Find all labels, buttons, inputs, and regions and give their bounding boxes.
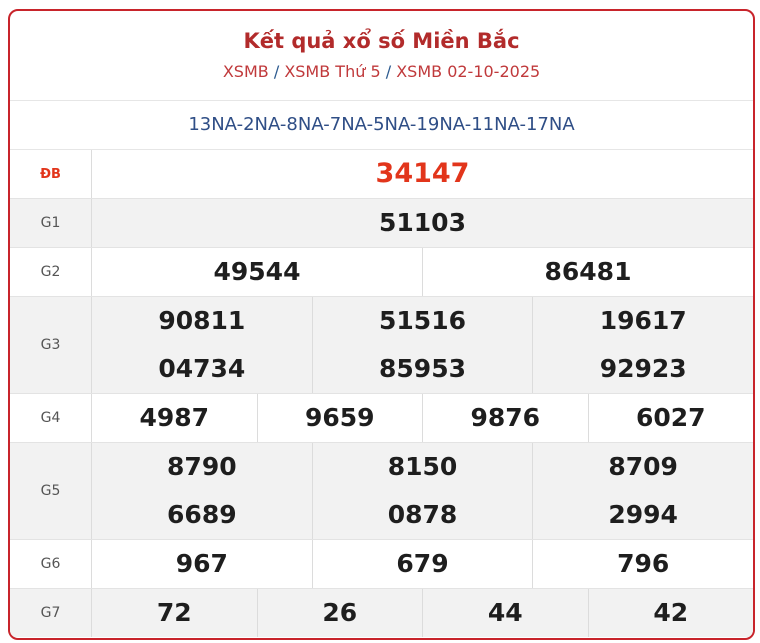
prize-row-g5: G5 8790 6689 8150 0878 8709 2994 <box>10 443 753 540</box>
prize-cell: 51103 <box>92 199 753 247</box>
prize-number: 8790 <box>167 452 237 481</box>
breadcrumb-xsmb-thu5[interactable]: XSMB Thứ 5 <box>284 62 381 81</box>
prize-number: 51516 <box>379 306 466 335</box>
prize-number: 51103 <box>379 208 466 237</box>
prize-number: 796 <box>617 549 670 578</box>
prize-number: 9659 <box>304 403 375 432</box>
prize-label: G1 <box>10 199 92 247</box>
prize-row-g6: G6 967 679 796 <box>10 540 753 589</box>
breadcrumb: XSMB / XSMB Thứ 5 / XSMB 02-10-2025 <box>10 62 753 81</box>
prize-numbers: 49544 86481 <box>92 248 753 296</box>
prize-numbers: 72 26 44 42 <box>92 589 753 637</box>
prize-cell: 967 <box>92 540 312 588</box>
prize-cell: 8150 0878 <box>311 443 533 539</box>
breadcrumb-separator: / <box>273 62 280 81</box>
prize-number: 42 <box>653 598 689 627</box>
prize-number: 72 <box>156 598 192 627</box>
prize-label: G5 <box>10 443 92 539</box>
prize-cell: 34147 <box>92 150 753 198</box>
breadcrumb-xsmb[interactable]: XSMB <box>222 62 269 81</box>
prize-number: 34147 <box>375 158 470 189</box>
prize-row-g7: G7 72 26 44 42 <box>10 589 753 637</box>
prize-number: 92923 <box>599 354 687 383</box>
prize-cell: 9876 <box>422 394 588 442</box>
prize-number: 6689 <box>167 500 237 529</box>
prize-numbers: 967 679 796 <box>92 540 753 588</box>
prize-number: 6027 <box>635 403 706 432</box>
prize-numbers: 90811 04734 51516 85953 19617 92923 <box>92 297 753 393</box>
prize-cell: 72 <box>92 589 257 637</box>
prize-cell: 51516 85953 <box>311 297 533 393</box>
prize-number: 8709 <box>608 452 678 481</box>
breadcrumb-date[interactable]: XSMB 02-10-2025 <box>396 62 541 81</box>
prize-number: 9876 <box>470 403 541 432</box>
prize-label: G4 <box>10 394 92 442</box>
prize-row-g4: G4 4987 9659 9876 6027 <box>10 394 753 443</box>
prize-numbers: 4987 9659 9876 6027 <box>92 394 753 442</box>
prize-numbers: 8790 6689 8150 0878 8709 2994 <box>92 443 753 539</box>
card-header: Kết quả xổ số Miền Bắc XSMB / XSMB Thứ 5… <box>10 11 753 101</box>
prize-row-g2: G2 49544 86481 <box>10 248 753 297</box>
prize-row-g3: G3 90811 04734 51516 85953 19617 92923 <box>10 297 753 394</box>
prize-label: ĐB <box>10 150 92 198</box>
prize-number: 85953 <box>379 354 466 383</box>
prize-cell: 86481 <box>422 248 753 296</box>
prize-number: 44 <box>487 598 523 627</box>
prize-number: 8150 <box>387 452 458 481</box>
prize-label: G3 <box>10 297 92 393</box>
prize-number: 49544 <box>213 257 301 286</box>
prize-cell: 9659 <box>256 394 423 442</box>
prize-number: 86481 <box>544 257 632 286</box>
prize-number: 679 <box>396 549 449 578</box>
results-table: ĐB 34147 G1 51103 G2 49544 86481 G3 90811 04734 51… <box>10 150 753 637</box>
prize-cell: 19617 92923 <box>532 297 753 393</box>
breadcrumb-separator: / <box>385 62 392 81</box>
prize-label: G2 <box>10 248 92 296</box>
prize-cell: 679 <box>311 540 533 588</box>
prize-cell: 90811 04734 <box>92 297 312 393</box>
prize-number: 4987 <box>139 403 210 432</box>
prize-cell: 26 <box>256 589 423 637</box>
prize-cell: 44 <box>422 589 588 637</box>
prize-cell: 8709 2994 <box>532 443 753 539</box>
results-card: Kết quả xổ số Miền Bắc XSMB / XSMB Thứ 5… <box>8 9 755 640</box>
prize-number: 04734 <box>158 354 246 383</box>
prize-cell: 6027 <box>587 394 754 442</box>
prize-label: G7 <box>10 589 92 637</box>
prize-row-g1: G1 51103 <box>10 199 753 248</box>
prize-numbers: 51103 <box>92 199 753 247</box>
prize-label: G6 <box>10 540 92 588</box>
prize-row-đb: ĐB 34147 <box>10 150 753 199</box>
prize-cell: 4987 <box>92 394 257 442</box>
special-codes: 13NA-2NA-8NA-7NA-5NA-19NA-11NA-17NA <box>10 101 753 150</box>
prize-number: 19617 <box>599 306 687 335</box>
prize-cell: 42 <box>587 589 754 637</box>
page-title: Kết quả xổ số Miền Bắc <box>243 29 520 53</box>
prize-number: 2994 <box>608 500 678 529</box>
prize-number: 26 <box>322 598 358 627</box>
prize-numbers: 34147 <box>92 150 753 198</box>
prize-number: 0878 <box>387 500 458 529</box>
prize-cell: 796 <box>532 540 753 588</box>
prize-cell: 49544 <box>92 248 422 296</box>
prize-number: 90811 <box>158 306 246 335</box>
prize-cell: 8790 6689 <box>92 443 312 539</box>
prize-number: 967 <box>175 549 228 578</box>
